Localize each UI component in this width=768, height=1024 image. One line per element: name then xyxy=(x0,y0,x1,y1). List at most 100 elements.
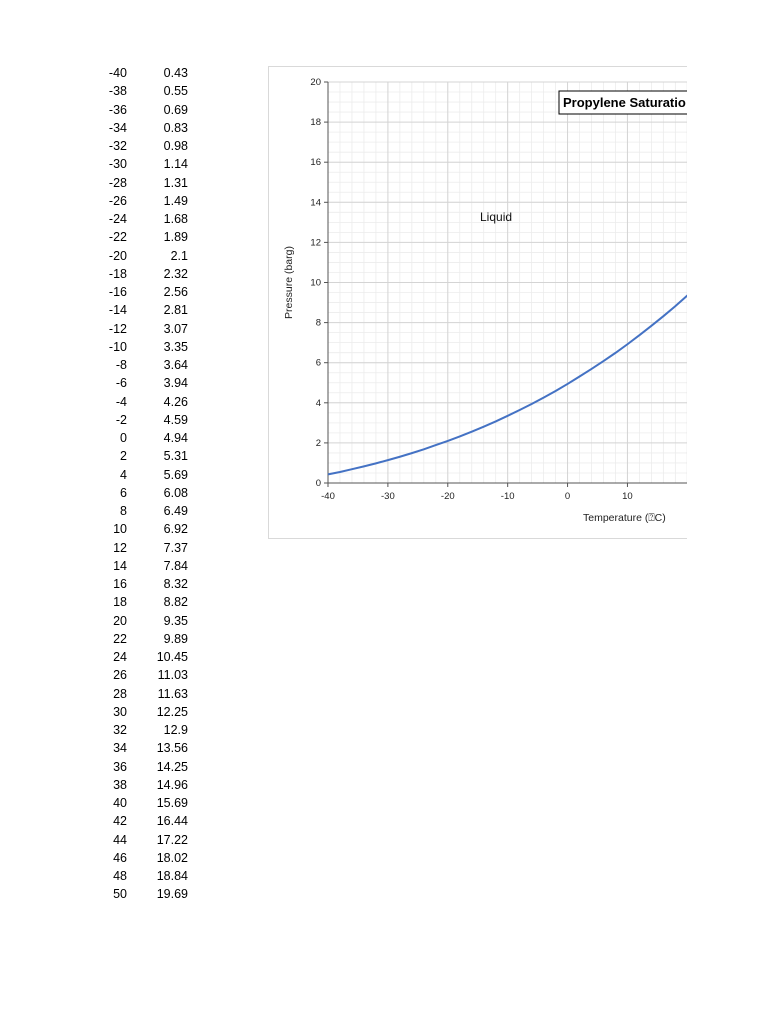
x-tick-label: 0 xyxy=(565,491,570,502)
temperature-cell: -32 xyxy=(108,139,127,153)
table-row: -26 1.49 xyxy=(95,193,195,211)
pressure-cell: 5.69 xyxy=(163,467,188,482)
table-row: 34 13.56 xyxy=(95,740,195,758)
table-row: -20 2.1 xyxy=(95,248,195,266)
temperature-cell: 32 xyxy=(113,723,127,737)
pressure-cell: 8.82 xyxy=(163,595,188,610)
pressure-cell: 1.68 xyxy=(163,212,188,226)
table-row: -18 2.32 xyxy=(95,266,195,284)
pressure-cell: 1.31 xyxy=(163,175,188,190)
y-tick-label: 12 xyxy=(310,237,321,248)
pressure-cell: 3.64 xyxy=(163,358,188,372)
table-row: -4 4.26 xyxy=(95,394,195,412)
temperature-cell: -18 xyxy=(108,266,127,281)
temperature-cell: 6 xyxy=(120,485,127,500)
temperature-cell: -30 xyxy=(108,157,127,172)
table-row: -32 0.98 xyxy=(95,138,195,156)
table-row: -38 0.55 xyxy=(95,83,195,101)
temperature-cell: -28 xyxy=(108,175,127,190)
temperature-cell: -24 xyxy=(108,212,127,226)
temperature-cell: -40 xyxy=(108,66,127,80)
temperature-cell: -4 xyxy=(115,394,127,409)
table-row: 6 6.08 xyxy=(95,485,195,503)
pressure-cell: 19.69 xyxy=(156,887,188,902)
pressure-cell: 12.25 xyxy=(156,704,188,719)
temperature-cell: -10 xyxy=(108,339,127,354)
table-row: -12 3.07 xyxy=(95,321,195,339)
temperature-cell: -26 xyxy=(108,193,127,208)
pressure-temperature-chart: 0 2 4 6 8 10 12 14 16 18 20 -40 -30 -20 -10 0 10 Pressure… xyxy=(283,77,687,524)
pressure-cell: 18.02 xyxy=(156,850,188,865)
table-row: 0 4.94 xyxy=(95,430,195,448)
temperature-cell: 2 xyxy=(120,449,127,464)
table-row: 22 9.89 xyxy=(95,631,195,649)
y-tick-label: 14 xyxy=(310,197,321,208)
pressure-cell: 9.89 xyxy=(163,631,188,646)
y-tick-label: 10 xyxy=(310,278,321,289)
temperature-cell: -36 xyxy=(108,102,127,117)
table-row: 8 6.49 xyxy=(95,503,195,521)
x-tick-label: -20 xyxy=(441,491,455,502)
pressure-cell: 2.1 xyxy=(170,248,188,263)
table-row: -28 1.31 xyxy=(95,175,195,193)
pressure-cell: 0.43 xyxy=(163,66,188,80)
pressure-cell: 14.96 xyxy=(156,777,188,792)
pressure-cell: 2.81 xyxy=(163,303,188,318)
temperature-cell: 42 xyxy=(113,814,127,829)
table-row: 28 11.63 xyxy=(95,686,195,704)
temperature-cell: 24 xyxy=(113,650,127,664)
pressure-cell: 8.32 xyxy=(163,577,188,591)
temperature-cell: -34 xyxy=(108,120,127,135)
table-row: 18 8.82 xyxy=(95,594,195,612)
pressure-cell: 6.08 xyxy=(163,485,188,500)
temperature-cell: 4 xyxy=(120,467,127,482)
table-row: 50 19.69 xyxy=(95,886,195,904)
table-row: 48 18.84 xyxy=(95,868,195,886)
y-tick-label: 18 xyxy=(310,117,321,128)
temperature-cell: 36 xyxy=(113,759,127,774)
x-tick-label: -40 xyxy=(321,491,335,502)
x-tick-label: -30 xyxy=(381,491,395,502)
table-row: 40 15.69 xyxy=(95,795,195,813)
y-tick-label: 4 xyxy=(316,398,321,409)
pressure-cell: 9.35 xyxy=(163,613,188,628)
temperature-cell: -6 xyxy=(115,376,127,391)
table-row: 42 16.44 xyxy=(95,813,195,831)
table-row: 10 6.92 xyxy=(95,521,195,539)
pressure-cell: 15.69 xyxy=(156,796,188,810)
pressure-cell: 1.89 xyxy=(163,230,188,245)
y-tick-label: 0 xyxy=(316,478,321,489)
pressure-cell: 12.9 xyxy=(163,723,188,737)
temperature-cell: -2 xyxy=(115,412,127,427)
pressure-cell: 3.35 xyxy=(163,339,188,354)
table-row: 24 10.45 xyxy=(95,649,195,667)
table-row: 16 8.32 xyxy=(95,576,195,594)
pressure-cell: 0.55 xyxy=(163,84,188,99)
pressure-cell: 14.25 xyxy=(156,759,188,774)
pressure-cell: 6.92 xyxy=(163,522,188,537)
table-row: -36 0.69 xyxy=(95,102,195,120)
temperature-cell: 38 xyxy=(113,777,127,792)
pressure-cell: 3.07 xyxy=(163,321,188,336)
temperature-cell: 0 xyxy=(120,431,127,445)
temperature-cell: -16 xyxy=(108,285,127,299)
pressure-cell: 4.94 xyxy=(163,431,188,445)
chart-title-box xyxy=(558,90,687,115)
pressure-cell: 2.32 xyxy=(163,266,188,281)
pressure-cell: 17.22 xyxy=(156,832,188,847)
table-row: -16 2.56 xyxy=(95,284,195,302)
temperature-cell: 30 xyxy=(113,704,127,719)
pressure-cell: 10.45 xyxy=(156,650,188,664)
table-row: -6 3.94 xyxy=(95,375,195,393)
pressure-cell: 2.56 xyxy=(163,285,188,299)
pressure-cell: 1.14 xyxy=(163,157,188,172)
temperature-cell: 16 xyxy=(113,577,127,591)
table-row: 20 9.35 xyxy=(95,613,195,631)
temperature-cell: -22 xyxy=(108,230,127,245)
table-row: 4 5.69 xyxy=(95,467,195,485)
table-row: -30 1.14 xyxy=(95,156,195,174)
temperature-cell: -14 xyxy=(108,303,127,318)
x-axis-title: Temperature (⍰C) xyxy=(583,512,666,524)
pressure-cell: 7.37 xyxy=(163,540,188,555)
pressure-cell: 5.31 xyxy=(163,449,188,464)
